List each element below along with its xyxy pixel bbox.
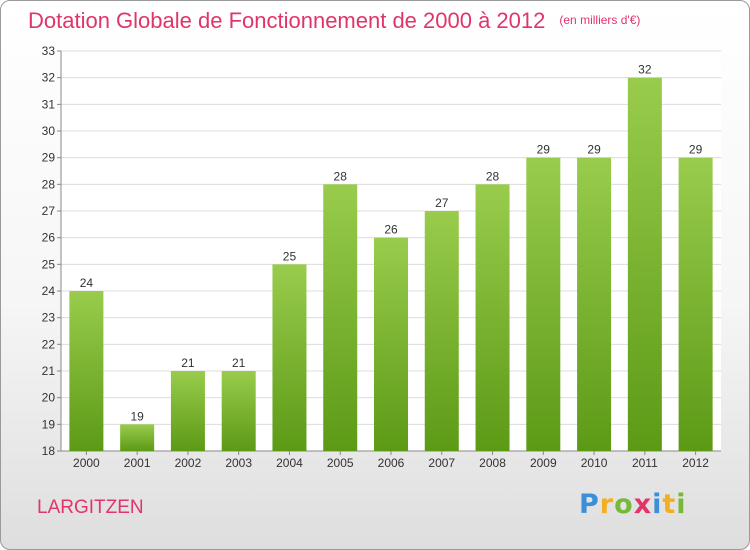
place-name: LARGITZEN [37,497,144,518]
x-tick-label-2012: 2012 [682,456,709,470]
bar-2001 [120,424,155,451]
data-label-2009: 29 [537,143,551,157]
y-tick-label: 25 [42,257,56,271]
x-tick-label-2001: 2001 [124,456,151,470]
logo-letter: t [662,489,677,520]
bar-2012 [678,157,713,451]
y-tick-label: 24 [42,284,56,298]
data-label-2006: 26 [384,223,398,237]
bar-2008 [475,184,510,452]
data-label-2001: 19 [130,409,144,423]
data-label-2010: 29 [587,143,601,157]
bar-2011 [627,77,662,452]
bar-2007 [424,211,459,451]
bar-2000 [69,291,104,451]
data-label-2003: 21 [232,356,246,370]
y-tick-label: 33 [42,44,56,58]
bar-2003 [221,371,256,451]
logo-letter: x [633,489,653,520]
y-tick-label: 23 [42,311,56,325]
y-tick-label: 19 [42,417,56,431]
x-tick-label-2004: 2004 [276,456,303,470]
data-label-2008: 28 [486,169,500,183]
y-tick-label: 30 [42,124,56,138]
bar-2010 [577,157,612,451]
x-tick-label-2003: 2003 [225,456,252,470]
y-tick-label: 32 [42,71,56,85]
chart-title: Dotation Globale de Fonctionnement de 20… [28,8,640,34]
data-label-2004: 25 [283,249,297,263]
logo-letter: P [579,489,600,520]
data-label-2000: 24 [80,276,94,290]
chart-title-text: Dotation Globale de Fonctionnement de 20… [28,8,546,33]
x-tick-label-2009: 2009 [530,456,557,470]
data-label-2012: 29 [689,143,703,157]
chart-subtitle: (en milliers d'€) [559,13,641,27]
bar-2004 [272,264,307,451]
logo-letter: o [614,489,634,520]
x-tick-label-2011: 2011 [632,456,658,470]
data-label-2007: 27 [435,196,449,210]
data-label-2005: 28 [334,169,348,183]
y-tick-label: 22 [42,337,56,351]
bar-2006 [374,237,408,451]
y-tick-label: 27 [42,204,56,218]
data-label-2011: 32 [638,63,652,77]
bar-2009 [526,157,561,451]
x-tick-label-2008: 2008 [479,456,506,470]
y-tick-label: 31 [42,97,56,111]
logo-letter: i [652,489,663,520]
x-tick-label-2007: 2007 [428,456,455,470]
logo-letter: i [676,489,687,520]
y-tick-label: 20 [42,391,56,405]
x-tick-label-2005: 2005 [327,456,354,470]
x-tick-label-2006: 2006 [378,456,405,470]
logo-letter: r [599,489,615,520]
x-tick-label-2010: 2010 [581,456,608,470]
y-tick-label: 28 [42,177,56,191]
y-tick-label: 29 [42,151,56,165]
y-tick-label: 21 [42,364,56,378]
x-tick-label-2000: 2000 [73,456,100,470]
bar-2005 [323,184,358,452]
y-tick-label: 18 [42,444,56,458]
y-tick-label: 26 [42,231,56,245]
data-label-2002: 21 [181,356,195,370]
x-tick-label-2002: 2002 [175,456,202,470]
bar-2002 [170,371,205,451]
proxiti-logo: Proxiti [579,489,687,520]
